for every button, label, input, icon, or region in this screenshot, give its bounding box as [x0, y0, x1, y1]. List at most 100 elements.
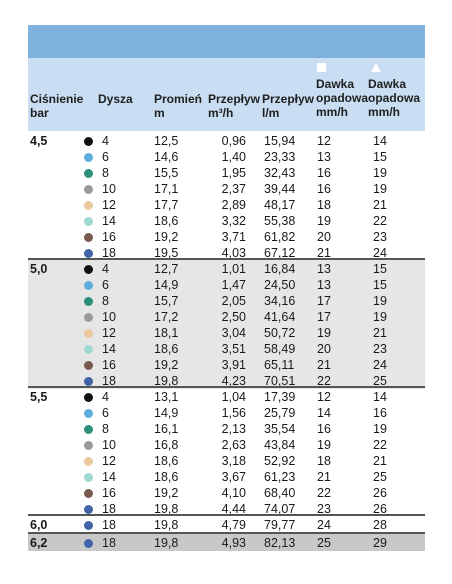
dose-triangle-value: 15	[373, 150, 387, 164]
nozzle-color-dot-icon	[84, 201, 93, 210]
flow-m3h-value: 1,47	[221, 278, 246, 292]
radius-value: 19,2	[154, 486, 179, 500]
table-row: 6,0 18 19,8 4,79 79,77 24 28	[28, 517, 425, 533]
dose-triangle-value: 19	[373, 182, 387, 196]
flow-lmin-value: 48,17	[264, 198, 296, 212]
pressure-value: 5,5	[30, 390, 48, 404]
flow-lmin-value: 39,44	[264, 182, 296, 196]
nozzle-size: 16	[102, 230, 116, 244]
flow-lmin-value: 61,23	[264, 470, 296, 484]
radius-value: 18,6	[154, 470, 179, 484]
dose-square-value: 23	[317, 502, 331, 516]
dose-triangle-value: 14	[373, 134, 387, 148]
nozzle-size: 16	[102, 486, 116, 500]
nozzle-size: 16	[102, 358, 116, 372]
flow-m3h-value: 3,32	[221, 214, 246, 228]
flow-m3h-value: 1,40	[221, 150, 246, 164]
table-row: 12 17,7 2,89 48,17 18 21	[28, 197, 425, 213]
flow-lmin-value: 68,40	[264, 486, 296, 500]
radius-value: 19,2	[154, 230, 179, 244]
radius-value: 17,1	[154, 182, 179, 196]
flow-m3h-value: 3,67	[221, 470, 246, 484]
table-row: 10 16,8 2,63 43,84 19 22	[28, 437, 425, 453]
table-row: 10 17,2 2,50 41,64 17 19	[28, 309, 425, 325]
table-row: 5,5 4 13,1 1,04 17,39 12 14	[28, 389, 425, 405]
nozzle-color-dot-icon	[84, 169, 93, 178]
flow-m3h-value: 4,10	[221, 486, 246, 500]
dose-triangle-value: 26	[373, 486, 387, 500]
nozzle-size: 12	[102, 454, 116, 468]
table-row: 16 19,2 4,10 68,40 22 26	[28, 485, 425, 501]
header-pressure: Ciśnienie bar	[30, 92, 84, 120]
dose-triangle-value: 19	[373, 310, 387, 324]
flow-lmin-value: 25,79	[264, 406, 296, 420]
flow-lmin-value: 67,12	[264, 246, 296, 260]
nozzle-size: 18	[102, 502, 116, 516]
radius-value: 15,7	[154, 294, 179, 308]
table-row: 16 19,2 3,71 61,82 20 23	[28, 229, 425, 245]
flow-lmin-value: 52,92	[264, 454, 296, 468]
radius-value: 14,6	[154, 150, 179, 164]
flow-m3h-value: 4,03	[221, 246, 246, 260]
table-row: 4,5 4 12,5 0,96 15,94 12 14	[28, 133, 425, 149]
radius-value: 17,7	[154, 198, 179, 212]
radius-value: 19,8	[154, 502, 179, 516]
nozzle-size: 4	[102, 390, 109, 404]
dose-square-value: 13	[317, 278, 331, 292]
flow-lmin-value: 15,94	[264, 134, 296, 148]
dose-square-value: 19	[317, 326, 331, 340]
dose-triangle-value: 19	[373, 166, 387, 180]
nozzle-color-dot-icon	[84, 233, 93, 242]
radius-value: 19,2	[154, 358, 179, 372]
flow-m3h-value: 2,37	[221, 182, 246, 196]
table-row: 14 18,6 3,67 61,23 21 25	[28, 469, 425, 485]
flow-m3h-value: 1,01	[221, 262, 246, 276]
nozzle-color-dot-icon	[84, 281, 93, 290]
table-row: 14 18,6 3,51 58,49 20 23	[28, 341, 425, 357]
pressure-group: 6,0 18 19,8 4,79 79,77 24 28	[28, 515, 425, 533]
nozzle-size: 14	[102, 214, 116, 228]
flow-m3h-value: 3,51	[221, 342, 246, 356]
dose-triangle-value: 24	[373, 358, 387, 372]
dose-square-value: 17	[317, 310, 331, 324]
radius-value: 14,9	[154, 406, 179, 420]
table-row: 5,0 4 12,7 1,01 16,84 13 15	[28, 261, 425, 277]
flow-m3h-value: 4,93	[221, 536, 246, 550]
dose-triangle-value: 29	[373, 536, 387, 550]
dose-triangle-value: 23	[373, 230, 387, 244]
dose-square-value: 14	[317, 406, 331, 420]
flow-m3h-value: 3,91	[221, 358, 246, 372]
dose-square-value: 18	[317, 454, 331, 468]
radius-value: 19,5	[154, 246, 179, 260]
dose-square-value: 13	[317, 150, 331, 164]
dose-triangle-value: 21	[373, 326, 387, 340]
nozzle-size: 10	[102, 310, 116, 324]
pressure-value: 6,0	[30, 518, 48, 532]
nozzle-size: 6	[102, 278, 109, 292]
radius-value: 13,1	[154, 390, 179, 404]
flow-lmin-value: 35,54	[264, 422, 296, 436]
table-row: 18 19,8 4,23 70,51 22 25	[28, 373, 425, 389]
nozzle-color-dot-icon	[84, 297, 93, 306]
nozzle-size: 8	[102, 422, 109, 436]
nozzle-color-dot-icon	[84, 377, 93, 386]
dose-square-value: 24	[317, 518, 331, 532]
dose-square-value: 21	[317, 470, 331, 484]
flow-m3h-value: 4,44	[221, 502, 246, 516]
radius-value: 15,5	[154, 166, 179, 180]
nozzle-size: 18	[102, 518, 116, 532]
radius-value: 12,7	[154, 262, 179, 276]
nozzle-size: 10	[102, 438, 116, 452]
radius-value: 19,8	[154, 536, 179, 550]
group-separator	[28, 258, 425, 260]
nozzle-size: 4	[102, 262, 109, 276]
nozzle-color-dot-icon	[84, 409, 93, 418]
nozzle-color-dot-icon	[84, 441, 93, 450]
flow-m3h-value: 2,50	[221, 310, 246, 324]
table-row: 8 16,1 2,13 35,54 16 19	[28, 421, 425, 437]
dose-triangle-value: 26	[373, 502, 387, 516]
flow-lmin-value: 24,50	[264, 278, 296, 292]
dose-triangle-value: 19	[373, 294, 387, 308]
radius-value: 18,1	[154, 326, 179, 340]
group-separator	[28, 514, 425, 516]
